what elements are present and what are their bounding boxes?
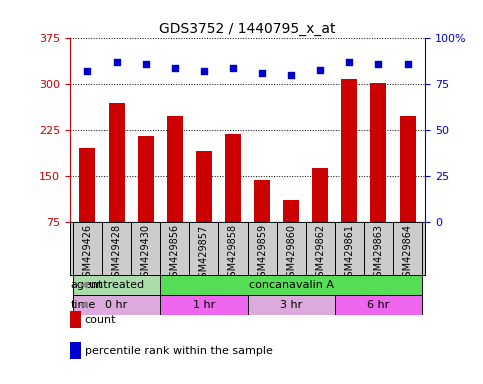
Bar	[160, 295, 248, 315]
Text: 1 hr: 1 hr	[193, 300, 215, 310]
Bar	[254, 180, 270, 267]
Bar	[196, 151, 212, 267]
Text: GSM429861: GSM429861	[344, 224, 355, 283]
Text: GSM429860: GSM429860	[286, 224, 296, 283]
Text: GSM429863: GSM429863	[373, 224, 384, 283]
Point	[287, 72, 295, 78]
Text: 0 hr: 0 hr	[105, 300, 128, 310]
Text: GSM429858: GSM429858	[228, 224, 238, 283]
Point	[200, 68, 208, 74]
Bar	[109, 103, 125, 267]
Point	[258, 70, 266, 76]
Point	[316, 66, 324, 73]
Bar	[341, 79, 357, 267]
Text: GSM429856: GSM429856	[170, 224, 180, 283]
Text: GSM429428: GSM429428	[112, 224, 122, 283]
Point	[229, 65, 237, 71]
Text: 3 hr: 3 hr	[280, 300, 302, 310]
Bar	[225, 134, 241, 267]
Text: count: count	[85, 315, 116, 325]
Text: untreated: untreated	[89, 280, 144, 290]
Title: GDS3752 / 1440795_x_at: GDS3752 / 1440795_x_at	[159, 22, 336, 36]
Point	[84, 68, 91, 74]
Text: concanavalin A: concanavalin A	[249, 280, 334, 290]
Bar	[167, 116, 183, 267]
Bar	[283, 200, 299, 267]
Text: GSM429864: GSM429864	[403, 224, 412, 283]
Bar	[399, 116, 415, 267]
Point	[113, 59, 120, 65]
Point	[142, 61, 150, 67]
Point	[345, 59, 353, 65]
Text: GSM429857: GSM429857	[199, 224, 209, 283]
Bar	[73, 295, 160, 315]
Bar	[313, 169, 328, 267]
Bar	[80, 148, 96, 267]
Text: GSM429859: GSM429859	[257, 224, 267, 283]
Bar	[335, 295, 422, 315]
Point	[375, 61, 383, 67]
Text: GSM429430: GSM429430	[141, 224, 151, 283]
Text: percentile rank within the sample: percentile rank within the sample	[85, 346, 272, 356]
Bar	[138, 136, 154, 267]
Bar	[160, 275, 422, 295]
Point	[404, 61, 412, 67]
Text: agent: agent	[71, 280, 103, 290]
Point	[171, 65, 179, 71]
Text: 6 hr: 6 hr	[368, 300, 390, 310]
Bar	[370, 83, 386, 267]
Text: GSM429862: GSM429862	[315, 224, 325, 283]
Text: time: time	[71, 300, 96, 310]
Bar	[73, 275, 160, 295]
Bar	[248, 295, 335, 315]
Text: GSM429426: GSM429426	[83, 224, 92, 283]
